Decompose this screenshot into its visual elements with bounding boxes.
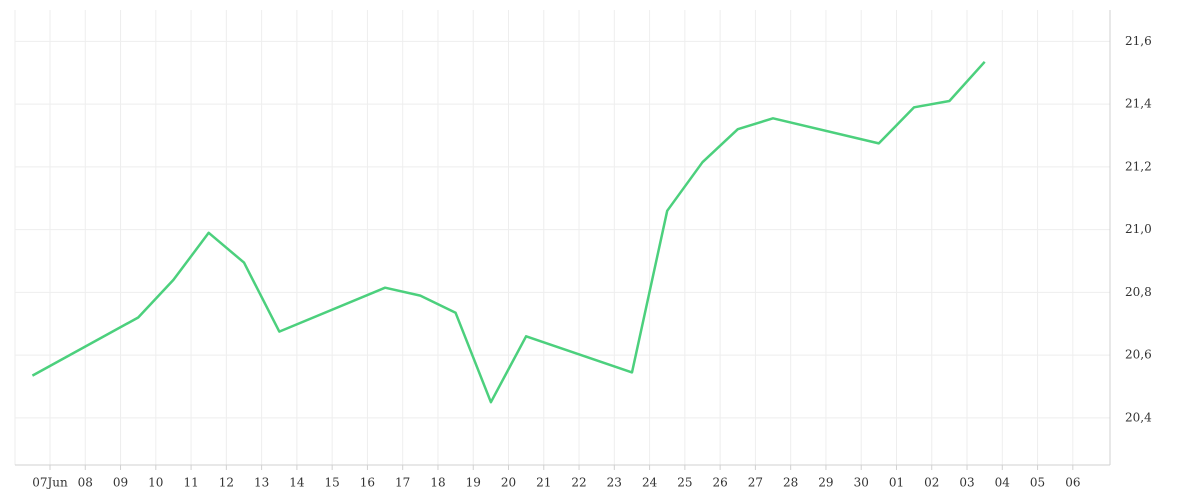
x-tick-label: 26	[712, 476, 727, 490]
x-tick-label: 06	[1065, 476, 1080, 490]
x-tick-label: 01	[889, 476, 904, 490]
y-tick-label: 21,6	[1125, 34, 1152, 48]
x-tick-label: 12	[219, 476, 234, 490]
y-tick-label: 20,4	[1125, 410, 1152, 424]
x-tick-label: 14	[289, 476, 305, 490]
data-line	[31, 60, 986, 404]
x-tick-label: 20	[501, 476, 516, 490]
x-tick-label: 15	[325, 476, 340, 490]
y-tick-label: 21,2	[1125, 159, 1152, 173]
x-tick-label: 24	[642, 476, 658, 490]
x-tick-label: 04	[995, 476, 1011, 490]
x-tick-label: 19	[466, 476, 481, 490]
x-tick-label: 17	[395, 476, 410, 490]
x-tick-label: 08	[78, 476, 93, 490]
y-tick-label: 21,0	[1125, 222, 1152, 236]
x-tick-label: 16	[360, 476, 375, 490]
x-tick-label: 10	[148, 476, 163, 490]
x-tick-label: 05	[1030, 476, 1045, 490]
x-tick-label: 29	[818, 476, 833, 490]
x-tick-label: 28	[783, 476, 798, 490]
y-tick-label: 20,6	[1125, 348, 1152, 362]
x-tick-label: 18	[430, 476, 445, 490]
x-tick-label: 09	[113, 476, 128, 490]
x-tick-label: 27	[748, 476, 763, 490]
x-tick-label: 30	[854, 476, 869, 490]
y-tick-label: 21,4	[1125, 97, 1152, 111]
y-tick-label: 20,8	[1125, 285, 1152, 299]
x-tick-label: 02	[924, 476, 939, 490]
x-tick-label: 07Jun	[32, 476, 68, 490]
x-tick-label: 11	[183, 476, 198, 490]
x-tick-label: 21	[536, 476, 551, 490]
x-tick-label: 23	[607, 476, 622, 490]
x-tick-label: 13	[254, 476, 269, 490]
x-tick-label: 22	[571, 476, 586, 490]
x-tick-label: 25	[677, 476, 692, 490]
x-tick-label: 03	[959, 476, 974, 490]
